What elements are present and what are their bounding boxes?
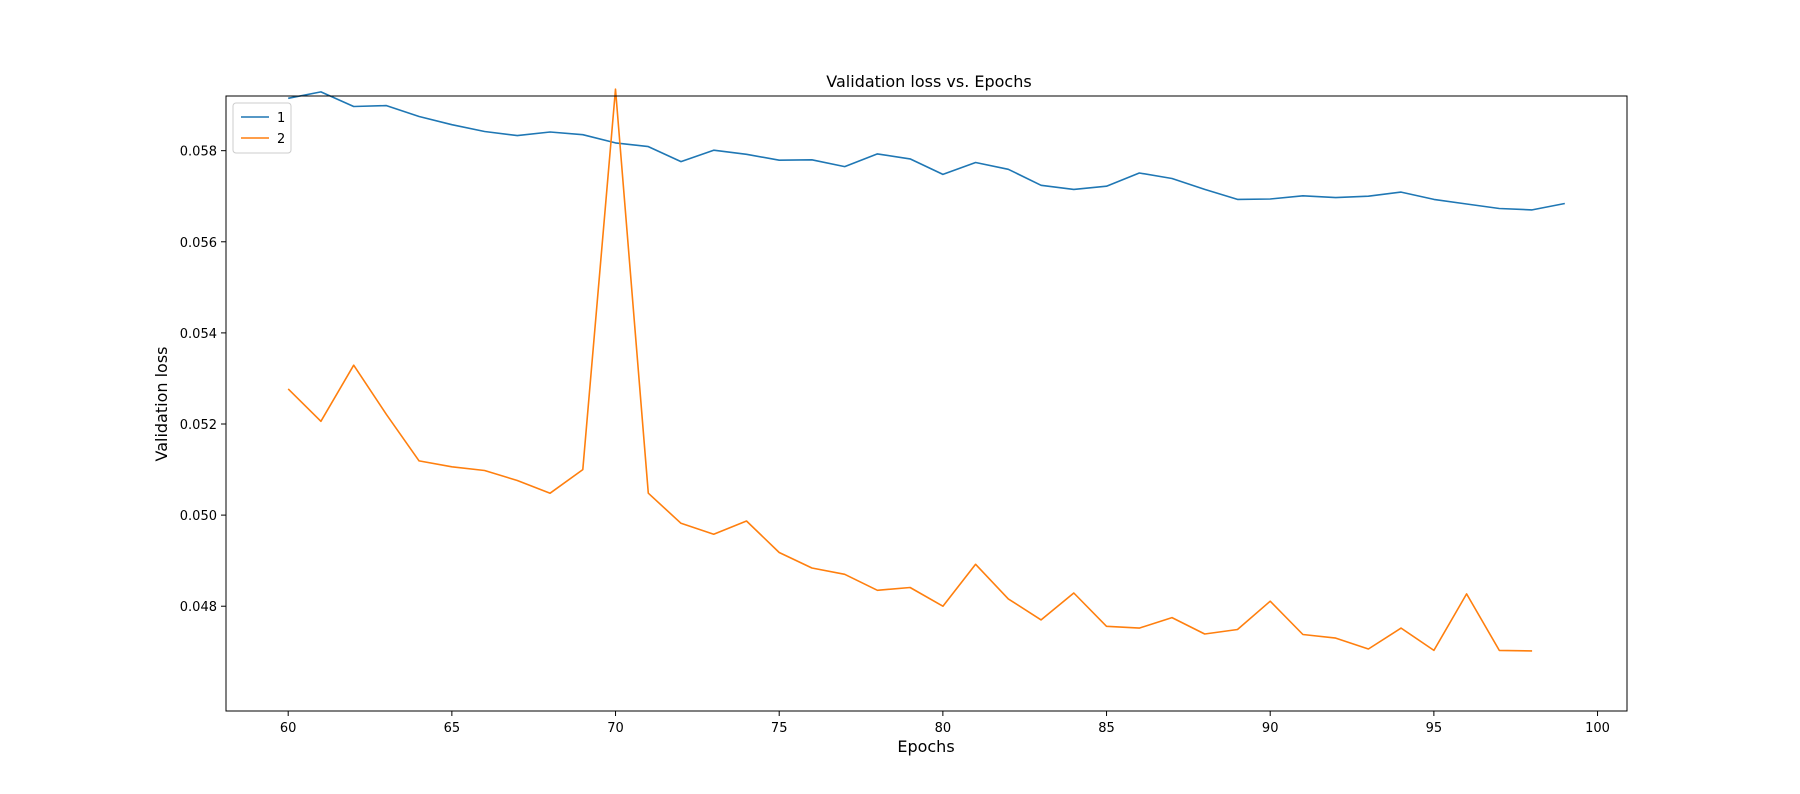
y-tick-label: 0.058: [180, 145, 217, 160]
plot-border: [225, 95, 1628, 712]
x-tick-label: 100: [1585, 721, 1610, 736]
y-tick-label: 0.050: [180, 509, 217, 524]
x-tick-label: 90: [1262, 721, 1279, 736]
legend-label-2: 2: [277, 132, 285, 147]
y-tick-label: 0.048: [180, 600, 217, 615]
y-tick-label: 0.056: [180, 236, 217, 251]
x-tick-label: 70: [607, 721, 624, 736]
series-line-1: [288, 91, 1565, 211]
y-tick-label: 0.054: [180, 327, 217, 342]
x-tick-label: 60: [280, 721, 297, 736]
x-tick-label: 75: [771, 721, 788, 736]
chart-title: Validation loss vs. Epochs: [826, 72, 1031, 91]
legend-label-1: 1: [277, 111, 285, 126]
series-layer: [287, 88, 1565, 652]
plot-area: [226, 96, 1627, 711]
x-tick-label: 95: [1426, 721, 1443, 736]
series-line-2: [287, 88, 1533, 652]
y-axis: 0.048 0.050 0.052 0.054 0.056 0.058: [180, 145, 226, 615]
y-tick-label: 0.052: [180, 418, 217, 433]
x-tick-label: 65: [444, 721, 461, 736]
legend-box: [232, 102, 292, 154]
legend: 12: [232, 102, 292, 154]
x-tick-label: 80: [935, 721, 952, 736]
x-tick-label: 85: [1098, 721, 1115, 736]
x-axis: 60 65 70 75 80 85 90 95 100: [280, 711, 1610, 736]
y-axis-label: Validation loss: [152, 347, 171, 462]
x-axis-label: Epochs: [897, 737, 954, 756]
